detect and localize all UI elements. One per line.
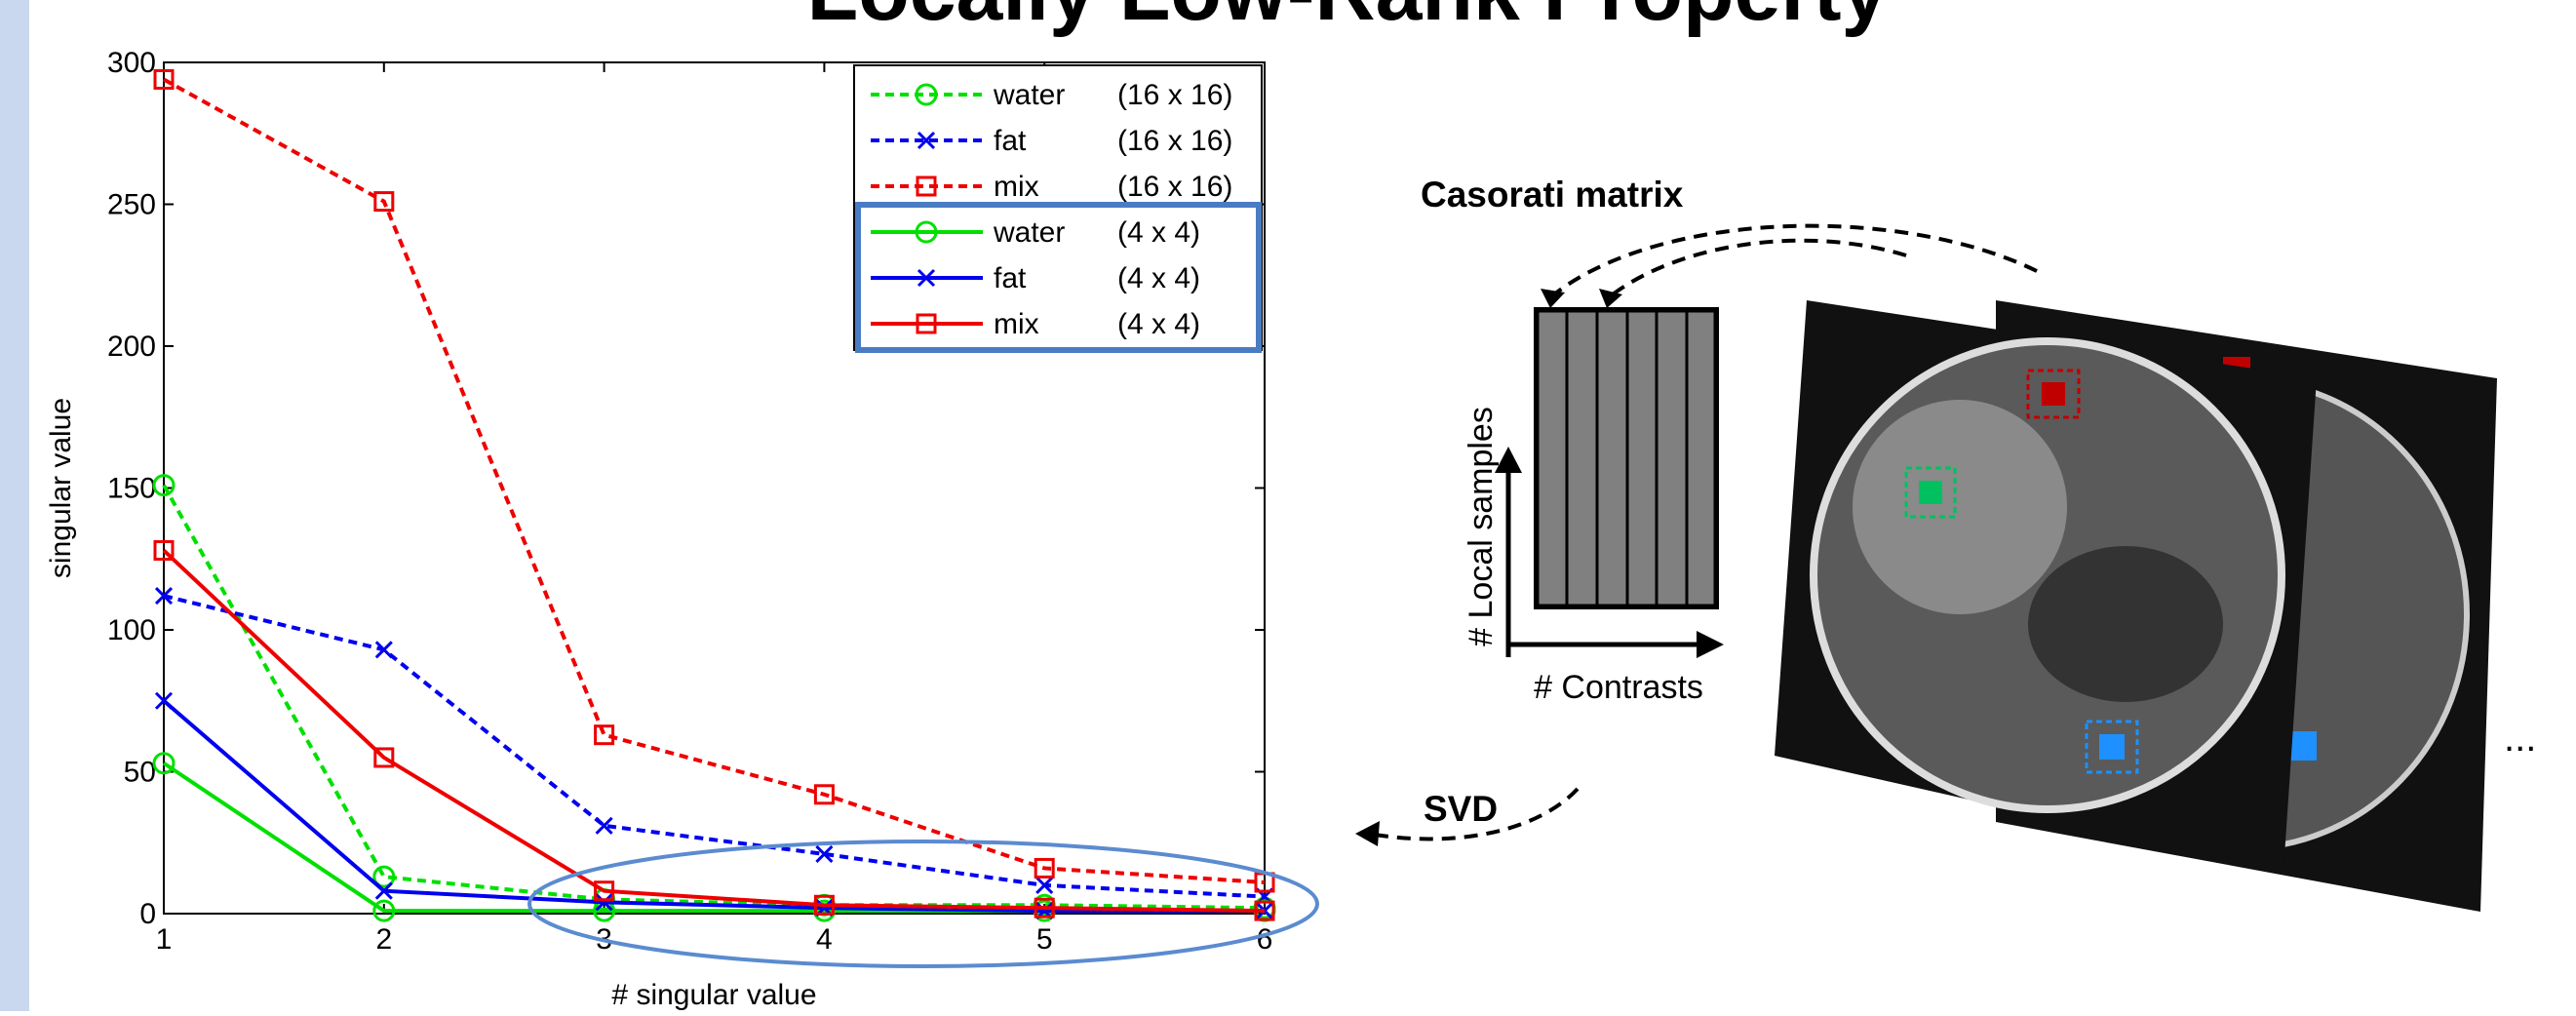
- arrow-head: [1697, 631, 1724, 658]
- matrix-label: Casorati matrix: [1421, 175, 1684, 215]
- marker: [373, 747, 395, 768]
- marker: [916, 313, 937, 334]
- legend-label: mix: [994, 171, 1039, 203]
- marker: [1254, 900, 1275, 921]
- marker: [373, 191, 395, 213]
- marker: [154, 691, 174, 710]
- series-line: [163, 77, 1266, 884]
- marker: [372, 865, 396, 888]
- legend-label: fat: [994, 125, 1027, 157]
- roi: [2042, 382, 2065, 406]
- y-tick-label: 0: [139, 898, 156, 930]
- legend-size: (16 x 16): [1117, 171, 1232, 203]
- marker: [152, 474, 176, 497]
- roi-outline: [2085, 720, 2139, 774]
- arrow-head: [1541, 289, 1622, 308]
- matrix-columns: [1536, 309, 1717, 607]
- series-line: [162, 549, 1266, 914]
- dashed-arrow: [1374, 787, 1580, 841]
- y-tick-label: 300: [107, 47, 156, 79]
- x-tick-label: 2: [375, 923, 392, 956]
- legend-label: mix: [994, 308, 1039, 340]
- y-tick-label: 50: [124, 757, 156, 789]
- y-axis-label: # Local samples: [1463, 407, 1500, 646]
- marker: [1034, 897, 1055, 918]
- slide-title: Locally Low-Rank Property: [807, 0, 1889, 38]
- roi-outline: [1904, 466, 1957, 519]
- y-tick-label: 100: [107, 614, 156, 646]
- x-axis-label: # Contrasts: [1534, 669, 1703, 706]
- marker: [1035, 876, 1054, 894]
- y-tick-label: 150: [107, 473, 156, 505]
- marker: [374, 881, 393, 900]
- arrow-head: [1355, 821, 1380, 846]
- marker: [594, 880, 615, 902]
- series-line: [163, 594, 1266, 899]
- x-tick-label: 4: [816, 923, 833, 956]
- marker: [813, 894, 835, 916]
- x-tick-label: 1: [156, 923, 173, 956]
- x-tick-label: 5: [1036, 923, 1053, 956]
- roi: [1919, 481, 1942, 504]
- side-strip: [0, 0, 29, 1011]
- marker: [815, 844, 834, 863]
- marker: [153, 68, 175, 90]
- legend-size: (4 x 4): [1117, 308, 1200, 340]
- mri-liver: [1853, 400, 2067, 614]
- y-tick-label: 250: [107, 189, 156, 221]
- marker: [595, 816, 613, 835]
- x-axis-label: # singular value: [611, 979, 816, 1011]
- highlight-box: [855, 202, 1262, 353]
- series-line: [162, 699, 1265, 914]
- y-tick-label: 200: [107, 331, 156, 363]
- dashed-arrow: [1548, 223, 2038, 299]
- marker: [374, 641, 393, 659]
- x-tick-label: 6: [1257, 923, 1273, 956]
- ellipsis: ...: [2504, 717, 2536, 760]
- marker: [152, 752, 176, 775]
- marker: [917, 268, 936, 288]
- roi: [2289, 731, 2317, 761]
- marker: [1034, 857, 1055, 879]
- dashed-arrow: [1607, 238, 1907, 299]
- marker: [153, 540, 175, 562]
- legend-size: (4 x 4): [1117, 262, 1200, 294]
- arrow-head: [1495, 447, 1522, 473]
- marker: [594, 724, 615, 746]
- highlight-ellipse: [527, 840, 1319, 968]
- marker: [595, 893, 613, 912]
- y-axis-label: singular value: [45, 398, 77, 578]
- marker: [154, 587, 174, 606]
- legend-size: (16 x 16): [1117, 79, 1232, 111]
- marker: [916, 176, 937, 197]
- marker: [813, 784, 835, 805]
- roi: [2099, 734, 2125, 760]
- svd-label: SVD: [1424, 789, 1498, 829]
- legend-label: water: [993, 216, 1065, 249]
- mri-organ: [2028, 546, 2223, 702]
- diagram: Casorati matrix # Local samples # Contra…: [1355, 175, 2536, 912]
- legend-size: (16 x 16): [1117, 125, 1232, 157]
- legend-label: fat: [994, 262, 1027, 294]
- marker: [915, 83, 938, 106]
- legend-size: (4 x 4): [1117, 216, 1200, 249]
- roi-outline: [2026, 369, 2081, 419]
- marker: [372, 899, 396, 922]
- marker: [915, 220, 938, 244]
- legend-label: water: [993, 79, 1065, 111]
- series-line: [162, 484, 1266, 911]
- marker: [917, 131, 936, 150]
